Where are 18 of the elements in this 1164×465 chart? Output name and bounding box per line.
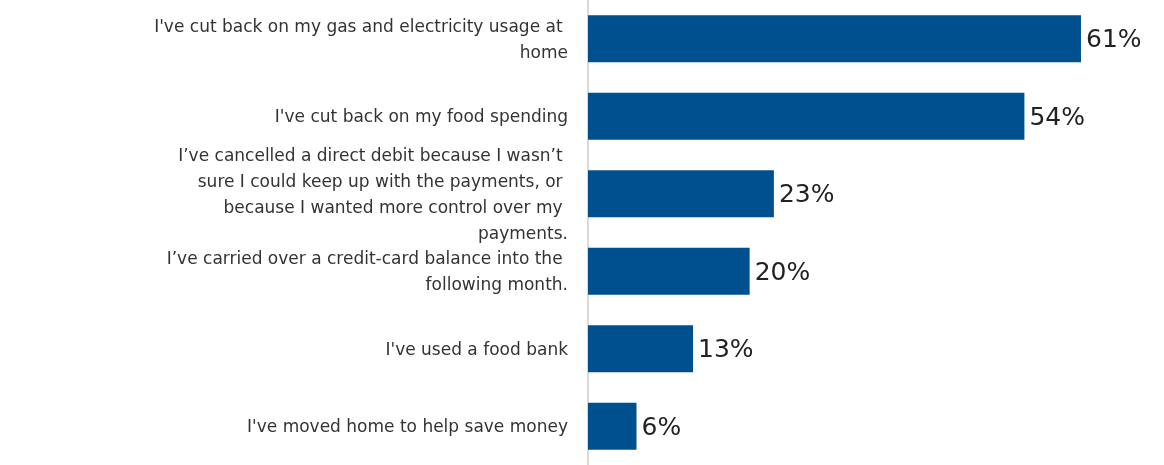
y-tick-label: I've used a food bank: [385, 338, 569, 359]
data-label: 13%: [698, 334, 754, 364]
y-tick-label: I’ve cancelled a direct debit because I wasn’t sure I could keep up with the payments, or because I wanted more control over my payments.: [178, 144, 568, 243]
data-label: 6%: [641, 411, 682, 441]
data-label: 61%: [1085, 24, 1142, 54]
data-label: 23%: [778, 179, 835, 209]
data-label: 20%: [754, 256, 811, 286]
y-tick-label: I've moved home to help save money: [247, 416, 568, 437]
bar: [588, 15, 1081, 63]
data-label: 54%: [1029, 101, 1085, 131]
bar: [588, 92, 1025, 140]
bar: [588, 247, 750, 295]
bar: [588, 170, 774, 218]
y-tick-label: I've cut back on my gas and electricity usage at home: [154, 15, 568, 62]
y-tick-label: I’ve carried over a credit-card balance into the following month.: [166, 248, 568, 295]
y-tick-label: I've cut back on my food spending: [274, 106, 568, 127]
bar: [588, 402, 637, 450]
bar: [588, 325, 694, 373]
